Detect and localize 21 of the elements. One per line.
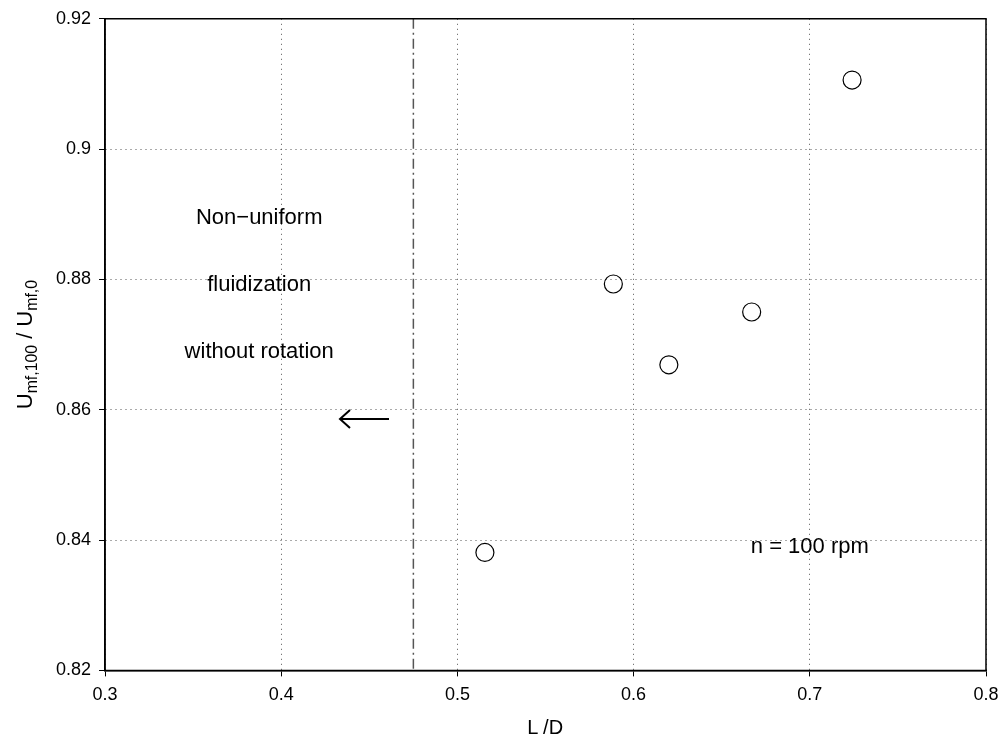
y-tick-label: 0.84 — [55, 529, 92, 550]
point — [475, 542, 495, 563]
y-axis-title: Umf,100 / Umf,0 — [12, 279, 40, 410]
y-tick-label: 0.86 — [55, 398, 92, 419]
y-tick-label: 0.9 — [66, 138, 92, 159]
point — [603, 274, 623, 294]
x-tick-label: 0.7 — [797, 684, 823, 705]
x-tick-label: 0.8 — [973, 684, 999, 705]
y-tick-label: 0.92 — [55, 7, 92, 28]
y-tick-label: 0.88 — [55, 268, 92, 289]
point — [742, 302, 762, 322]
annotation: n = 100 rpm — [750, 532, 869, 558]
x-tick-label: 0.3 — [92, 684, 118, 705]
text: Non−uniform fluidization without rotation — [184, 203, 334, 363]
point — [659, 355, 679, 375]
x-tick-label: 0.5 — [444, 684, 470, 705]
point — [842, 70, 862, 90]
x-tick-label: 0.6 — [621, 684, 647, 705]
x-tick-label: 0.4 — [268, 684, 294, 705]
x-axis-title: L /D — [527, 715, 564, 738]
y-tick-label: 0.82 — [55, 659, 92, 680]
